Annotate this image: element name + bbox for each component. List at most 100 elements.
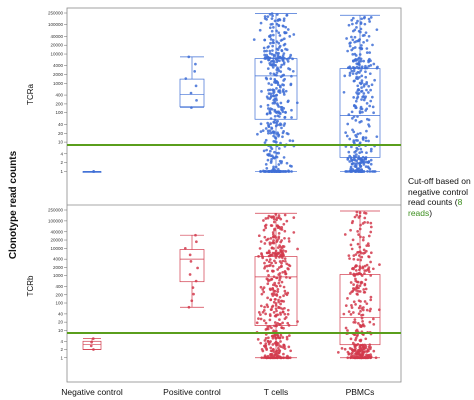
- data-point: [279, 85, 282, 89]
- data-point: [357, 167, 361, 170]
- data-point: [359, 21, 363, 24]
- data-point: [274, 136, 278, 140]
- data-point: [366, 165, 370, 169]
- data-point: [359, 131, 362, 135]
- data-point: [270, 246, 274, 250]
- data-point: [371, 43, 374, 47]
- data-point: [363, 66, 367, 70]
- data-point: [194, 233, 197, 237]
- data-point: [273, 353, 277, 357]
- data-point: [278, 266, 281, 269]
- data-point: [360, 65, 364, 69]
- data-point: [275, 285, 279, 288]
- data-point: [269, 215, 273, 219]
- data-point: [359, 59, 363, 63]
- data-point: [364, 337, 368, 341]
- data-point: [274, 111, 278, 114]
- panel-tcrb: TCRb 1 2 4 10 20 40 100 200 400 1000 2000 4000 10000 2…: [26, 208, 401, 360]
- data-point: [282, 222, 286, 226]
- data-point: [287, 356, 290, 360]
- data-point: [369, 307, 372, 311]
- data-point: [276, 321, 280, 325]
- data-point: [273, 78, 277, 81]
- data-point: [270, 170, 274, 173]
- data-point: [363, 15, 366, 19]
- data-point: [369, 225, 373, 229]
- data-point: [269, 38, 273, 41]
- data-point: [365, 129, 368, 133]
- data-point: [363, 282, 367, 286]
- data-point: [90, 340, 93, 344]
- data-point: [266, 339, 270, 343]
- data-point: [267, 34, 271, 38]
- data-point: [275, 121, 278, 125]
- data-point: [271, 66, 275, 69]
- data-point: [359, 69, 363, 72]
- data-point: [351, 341, 355, 345]
- data-point: [278, 170, 282, 173]
- data-point: [356, 89, 360, 92]
- data-point: [267, 125, 271, 129]
- data-point: [369, 147, 373, 151]
- data-point: [278, 17, 281, 21]
- data-point: [277, 31, 281, 35]
- data-point: [279, 245, 282, 249]
- data-point: [270, 292, 274, 296]
- data-point: [274, 337, 278, 340]
- data-point: [365, 151, 368, 155]
- data-point: [356, 115, 359, 118]
- data-point: [356, 84, 360, 88]
- data-point: [270, 308, 273, 311]
- data-point: [352, 130, 356, 134]
- data-point: [269, 253, 273, 257]
- data-point: [358, 323, 362, 327]
- data-point: [365, 308, 369, 312]
- data-point: [373, 78, 376, 82]
- data-point: [285, 262, 289, 266]
- data-point: [282, 253, 285, 257]
- data-point: [356, 161, 359, 165]
- data-point: [353, 344, 357, 348]
- data-point: [274, 256, 278, 259]
- data-point: [279, 311, 282, 315]
- data-point: [281, 259, 285, 263]
- data-point: [266, 55, 270, 59]
- data-point: [271, 59, 274, 63]
- data-point: [276, 59, 280, 62]
- data-point: [266, 158, 270, 162]
- data-point: [266, 296, 269, 300]
- data-point: [274, 57, 278, 60]
- data-point: [360, 159, 364, 163]
- data-point: [352, 320, 356, 324]
- data-point: [263, 266, 266, 270]
- data-point: [361, 95, 364, 99]
- data-point: [272, 275, 276, 279]
- data-point: [282, 352, 285, 356]
- data-point: [274, 94, 278, 97]
- data-point: [361, 266, 365, 270]
- data-point: [368, 320, 372, 324]
- data-point: [259, 285, 263, 289]
- data-point: [267, 214, 271, 218]
- data-point: [280, 48, 284, 52]
- data-point: [272, 72, 276, 76]
- data-point: [190, 106, 193, 109]
- data-point: [277, 346, 280, 350]
- data-point: [282, 52, 286, 55]
- data-point: [367, 270, 371, 274]
- data-point: [270, 261, 273, 265]
- data-point: [266, 15, 270, 18]
- data-point: [269, 236, 273, 240]
- data-point: [282, 130, 285, 133]
- data-point: [367, 255, 370, 258]
- data-point: [364, 75, 368, 79]
- data-point: [271, 287, 275, 291]
- data-point: [355, 40, 358, 43]
- data-point: [350, 18, 354, 22]
- data-point: [268, 26, 272, 30]
- data-point: [273, 118, 277, 122]
- data-point: [366, 348, 370, 351]
- data-point: [266, 216, 270, 220]
- data-point: [360, 281, 364, 284]
